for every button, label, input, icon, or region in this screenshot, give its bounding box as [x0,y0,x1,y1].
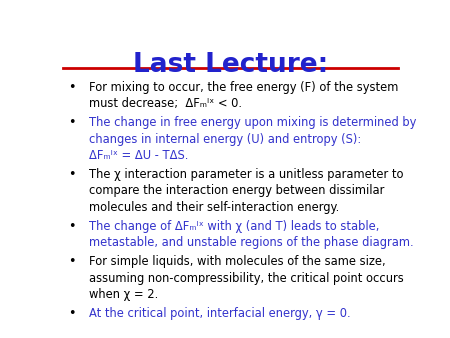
Text: •: • [68,307,76,320]
Text: The change of ΔFₘᴵˣ with χ (and T) leads to stable,: The change of ΔFₘᴵˣ with χ (and T) leads… [90,220,380,233]
Text: ΔFₘᴵˣ = ΔU - TΔS.: ΔFₘᴵˣ = ΔU - TΔS. [90,149,189,162]
Text: •: • [68,255,76,268]
Text: assuming non-compressibility, the critical point occurs: assuming non-compressibility, the critic… [90,272,404,285]
Text: •: • [68,220,76,233]
Text: changes in internal energy (U) and entropy (S):: changes in internal energy (U) and entro… [90,133,362,146]
Text: •: • [68,81,76,94]
Text: when χ = 2.: when χ = 2. [90,288,159,301]
Text: •: • [68,116,76,129]
Text: For mixing to occur, the free energy (F) of the system: For mixing to occur, the free energy (F)… [90,81,399,94]
Text: metastable, and unstable regions of the phase diagram.: metastable, and unstable regions of the … [90,236,414,249]
Text: •: • [68,168,76,181]
Text: compare the interaction energy between dissimilar: compare the interaction energy between d… [90,185,385,197]
Text: Last Lecture:: Last Lecture: [133,52,328,78]
Text: For simple liquids, with molecules of the same size,: For simple liquids, with molecules of th… [90,255,386,268]
Text: The change in free energy upon mixing is determined by: The change in free energy upon mixing is… [90,116,417,129]
Text: At the critical point, interfacial energy, γ = 0.: At the critical point, interfacial energ… [90,307,351,320]
Text: molecules and their self-interaction energy.: molecules and their self-interaction ene… [90,201,340,214]
Text: The χ interaction parameter is a unitless parameter to: The χ interaction parameter is a unitles… [90,168,404,181]
Text: must decrease;  ΔFₘᴵˣ < 0.: must decrease; ΔFₘᴵˣ < 0. [90,97,243,110]
